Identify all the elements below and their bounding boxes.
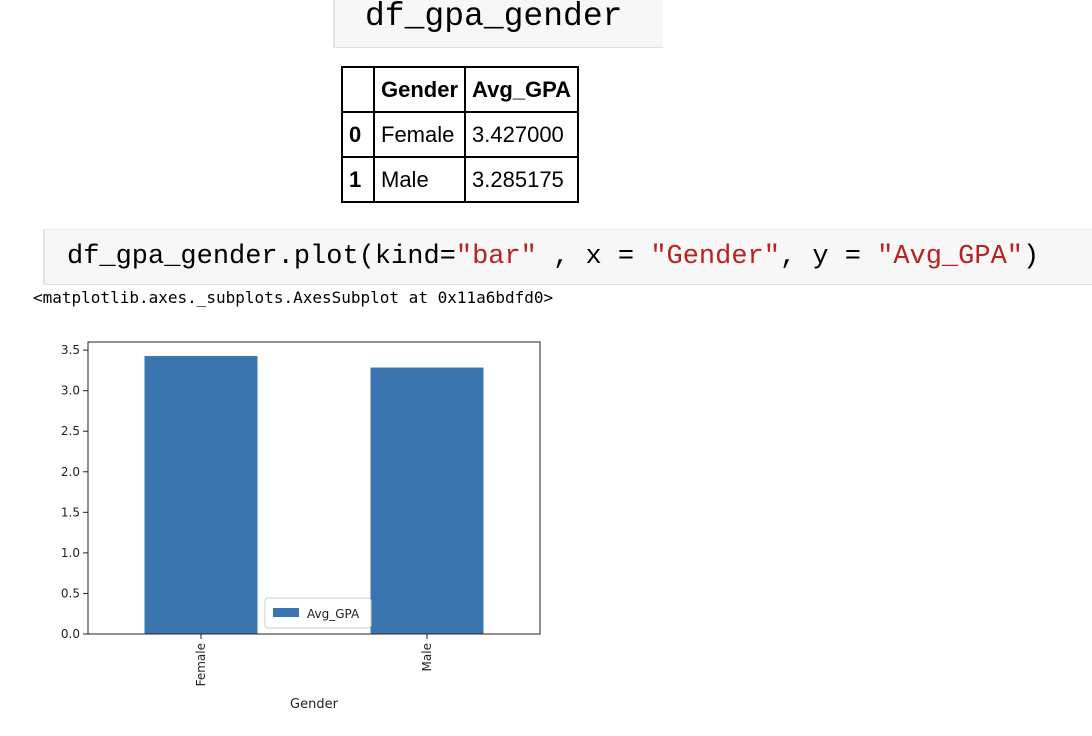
y-tick-label: 2.5 [61,424,80,438]
table-row-index: 0 [341,111,375,158]
y-tick-label: 0.5 [61,586,80,600]
y-tick-label: 3.5 [61,343,80,357]
dataframe-table: Gender Avg_GPA 0 Female 3.427000 1 Male … [341,66,580,203]
bar-male [370,367,484,634]
y-tick-label: 0.0 [61,627,80,641]
code-text: , x = [536,242,651,272]
legend-label: Avg_GPA [307,607,360,621]
table-cell-gender: Male [372,156,467,203]
x-tick-label: Male [420,643,434,671]
table-cell-avg-gpa: 3.285175 [464,156,580,203]
x-axis: Female Male [194,634,434,686]
bar-female [144,356,258,634]
plot-frame [87,341,541,635]
bar-chart: 0.0 0.5 1.0 1.5 2.0 2.5 3.0 3.5 Female Male Gend… [61,341,541,712]
table-cell-gender: Female [372,111,467,158]
table-header-index [341,66,375,113]
table-header-gender: Gender [372,66,467,113]
output-repr-text: <matplotlib.axes._subplots.AxesSubplot a… [33,288,554,307]
table-row: 0 Female 3.427000 [341,111,580,158]
table-row: 1 Male 3.285175 [341,156,580,203]
y-tick-label: 3.0 [61,384,80,398]
y-tick-label: 1.5 [61,505,80,519]
y-tick-label: 1.0 [61,546,80,560]
code-string-kind: "bar" [455,242,537,272]
bars-group [144,356,484,634]
legend: Avg_GPA [264,597,372,629]
table-header-row: Gender Avg_GPA [341,66,580,113]
x-tick-label: Female [194,643,208,686]
table-cell-avg-gpa: 3.427000 [464,111,580,158]
code-text: df_gpa_gender [365,0,623,35]
code-text: df_gpa_gender.plot(kind= [67,242,456,272]
y-tick-label: 2.0 [61,465,80,479]
x-axis-label: Gender [290,697,339,712]
code-cell-display-dataframe[interactable]: df_gpa_gender [333,0,663,48]
y-axis: 0.0 0.5 1.0 1.5 2.0 2.5 3.0 3.5 [61,343,88,641]
table-header-avg-gpa: Avg_GPA [464,66,580,113]
code-string-y: "Avg_GPA" [877,242,1023,272]
table-row-index: 1 [341,156,375,203]
code-text: ) [1022,242,1040,272]
code-cell-plot[interactable]: df_gpa_gender.plot(kind="bar" , x = "Gen… [43,229,1092,285]
code-text: , y = [779,242,878,272]
legend-swatch [273,608,299,617]
code-string-x: "Gender" [650,242,780,272]
legend-box [264,597,372,629]
